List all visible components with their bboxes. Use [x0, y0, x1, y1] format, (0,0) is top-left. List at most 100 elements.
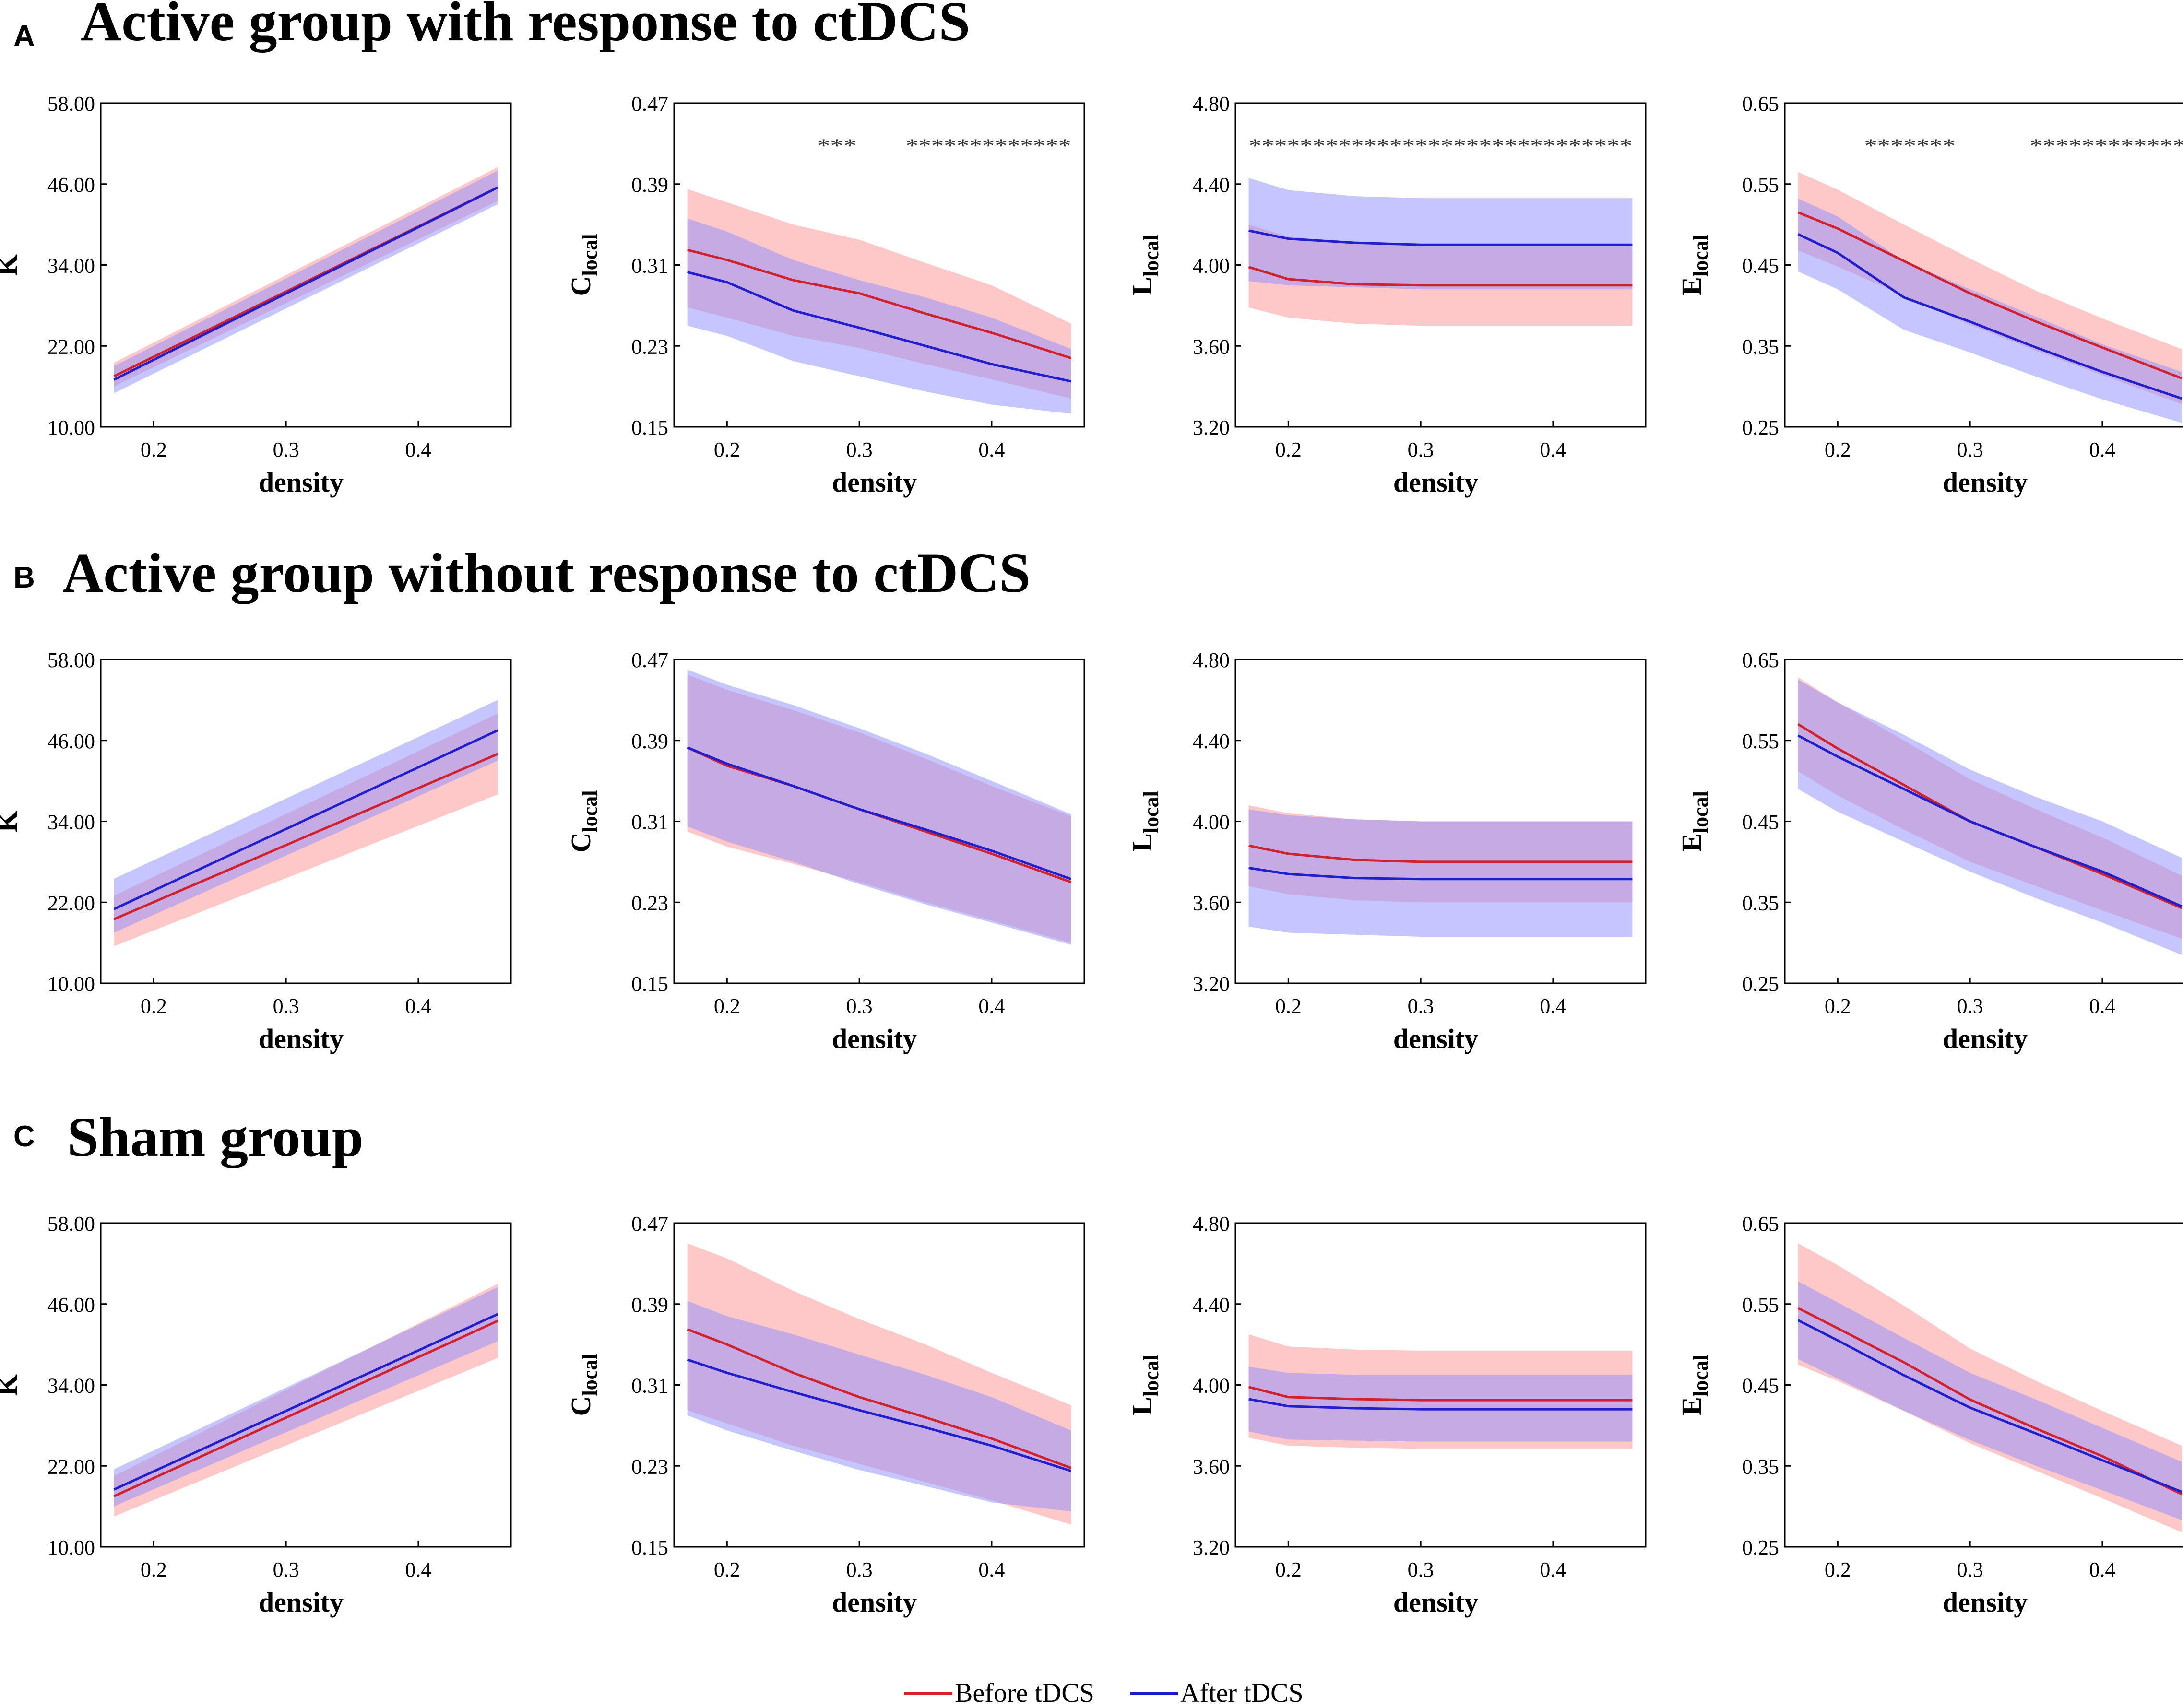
plot-c-k-ylabel-main: K	[0, 1374, 23, 1396]
plot-a-l-local-ytick-label: 4.00	[1193, 254, 1230, 278]
plot-c-e-local-ylabel: Elocal	[1676, 1355, 1712, 1415]
plot-a-k-xtick-label: 0.2	[141, 438, 167, 461]
plot-b-e-local-ytick-label: 0.25	[1742, 972, 1779, 996]
plot-b-c-local-xtick-label: 0.4	[978, 994, 1005, 1018]
plot-c-e-local-xtick-label: 0.4	[2089, 1558, 2115, 1581]
plot-a-l-local-xlabel: density	[1393, 467, 1478, 498]
plot-c-k-after-line	[113, 1313, 498, 1491]
plot-c-c-local-ylabel: Clocal	[565, 1354, 602, 1416]
plot-b-c-local-ytick-label: 0.15	[631, 972, 668, 996]
plot-a-l-local-xtick-label: 0.4	[1540, 438, 1566, 461]
plot-a-e-local-after-line	[1797, 233, 2183, 400]
plot-b-k: 10.00 22.00 34.00 46.00 58.00 0.2 0.3 0.4 densit…	[0, 648, 512, 1054]
plot-b-l-local-ytick-label: 4.00	[1193, 811, 1230, 834]
plot-a-k-xlabel: density	[259, 467, 344, 498]
plot-c-e-local-after-band	[1798, 1281, 2182, 1520]
plot-b-k-xtick-label: 0.3	[273, 994, 299, 1018]
plot-a-k-ytick-label: 22.00	[47, 335, 95, 358]
panel-a-header: A Active group with response to ctDCS	[13, 0, 970, 53]
plot-c-l-local-after-line	[1248, 1398, 1633, 1411]
plot-b-c-local-ytick-label: 0.31	[631, 811, 668, 834]
plot-a-k-xtick-label: 0.4	[405, 438, 431, 461]
plot-b-k-xtick-label: 0.2	[141, 994, 167, 1018]
plot-b-l-local-ylabel-sub: local	[1139, 791, 1163, 833]
plot-c-l-local-ylabel: Llocal	[1127, 1355, 1163, 1415]
plot-b-e-local-ylabel-main: E	[1676, 833, 1707, 852]
plot-a-k-ytick-label: 58.00	[47, 92, 95, 116]
plot-c-l-local-ylabel-sub: local	[1139, 1355, 1163, 1397]
plot-a-c-local-ylabel-main: C	[565, 276, 596, 296]
plot-b-k-ytick-label: 58.00	[47, 648, 95, 672]
plot-c-c-local-ylabel-main: C	[565, 1396, 596, 1416]
plot-c-l-local-before-line	[1248, 1386, 1633, 1402]
plot-c-c-local-ylabel-sub: local	[578, 1354, 602, 1396]
plot-b-c-local: 0.15 0.23 0.31 0.39 0.47 0.2 0.3 0.4 density Cloc…	[565, 648, 1085, 1054]
plot-b-c-local-ylabel-sub: local	[578, 790, 602, 833]
plot-a-k: 10.00 22.00 34.00 46.00 58.00 0.2 0.3 0.4 densit…	[0, 92, 512, 498]
plot-b-e-local-xtick-label: 0.2	[1825, 994, 1851, 1018]
plot-a-c-local-ytick-label: 0.15	[631, 416, 668, 439]
plot-a-c-local-after-band	[687, 218, 1071, 414]
plot-b-e-local-ylabel: Elocal	[1676, 791, 1712, 852]
plot-b-k-ytick-label: 10.00	[47, 972, 95, 996]
plot-a-c-local-significance-stars: *************	[906, 135, 1071, 156]
plot-c-e-local-xtick-label: 0.2	[1825, 1558, 1851, 1581]
plot-b-k-xlabel: density	[259, 1023, 344, 1054]
plot-c-k-xtick-label: 0.2	[141, 1558, 167, 1581]
plot-c-k-ytick-label: 46.00	[47, 1293, 95, 1317]
plot-a-e-local-ytick-label: 0.65	[1742, 92, 1779, 116]
plot-b-l-local-ytick-label: 4.80	[1193, 648, 1230, 672]
plot-b-l-local-ylabel: Llocal	[1127, 791, 1163, 852]
plot-c-c-local-ytick-label: 0.47	[631, 1212, 668, 1236]
plot-a-e-local-ytick-label: 0.35	[1742, 335, 1779, 358]
plot-b-c-local-ytick-label: 0.47	[631, 648, 668, 672]
plot-b-e-local: 0.25 0.35 0.45 0.55 0.65 0.2 0.3 0.4 density Eloc…	[1676, 648, 2183, 1054]
plot-c-c-local-ytick-label: 0.31	[631, 1374, 668, 1398]
plot-b-e-local-ytick-label: 0.65	[1742, 648, 1779, 672]
plot-b-l-local-ylabel-main: L	[1127, 833, 1158, 852]
plot-c-k-ytick-label: 58.00	[47, 1212, 95, 1236]
plot-c-c-local-ytick-label: 0.15	[631, 1536, 668, 1559]
plot-b-e-local-xtick-label: 0.3	[1957, 994, 1983, 1018]
plot-c-e-local-ylabel-sub: local	[1689, 1355, 1712, 1397]
plot-c-l-local-xtick-label: 0.3	[1408, 1558, 1434, 1581]
plot-b-c-local-ytick-label: 0.23	[631, 891, 668, 915]
plot-b-l-local-xlabel: density	[1393, 1023, 1478, 1054]
plot-a-e-local-significance-stars: ************	[2029, 135, 2183, 156]
plot-a-c-local-significance-stars: ***	[817, 135, 857, 156]
plot-b-k-after-line	[113, 729, 498, 910]
plot-c-e-local-ylabel-main: E	[1676, 1397, 1707, 1415]
plot-a-c-local-ytick-label: 0.39	[631, 173, 668, 197]
plot-b-k-ytick-label: 34.00	[47, 811, 95, 834]
plot-a-l-local-before-line	[1248, 266, 1633, 287]
plot-a-c-local-ytick-label: 0.31	[631, 254, 668, 278]
plot-b-e-local-ytick-label: 0.55	[1742, 730, 1779, 753]
plot-a-e-local-ytick-label: 0.45	[1742, 254, 1779, 278]
plot-c-k: 10.00 22.00 34.00 46.00 58.00 0.2 0.3 0.4 densit…	[0, 1212, 512, 1618]
plot-b-l-local-ytick-label: 3.20	[1193, 972, 1230, 996]
plot-c-l-local-ytick-label: 4.80	[1193, 1212, 1230, 1236]
plot-a-e-local: 0.25 0.35 0.45 0.55 0.65 0.2 0.3 0.4 density Eloc…	[1676, 92, 2183, 498]
plot-a-l-local-xtick-label: 0.3	[1408, 438, 1434, 461]
plot-c-c-local-xtick-label: 0.4	[978, 1558, 1005, 1581]
plot-a-c-local-ylabel: Clocal	[565, 234, 602, 296]
plot-a-l-local: 3.20 3.60 4.00 4.40 4.80 0.2 0.3 0.4 density Lloc…	[1127, 92, 1647, 498]
plot-a-l-local-ytick-label: 4.80	[1193, 92, 1230, 116]
plot-c-k-ytick-label: 22.00	[47, 1455, 95, 1478]
plot-a-e-local-ylabel: Elocal	[1676, 235, 1712, 295]
plot-c-l-local-ytick-label: 3.60	[1193, 1455, 1230, 1478]
plot-c-e-local-ytick-label: 0.25	[1742, 1536, 1779, 1559]
plot-a-l-local-after-line	[1248, 229, 1633, 246]
plot-a-l-local-ylabel-sub: local	[1139, 235, 1163, 277]
plot-b-k-before-line	[113, 753, 498, 920]
plot-b-c-local-ytick-label: 0.39	[631, 730, 668, 753]
plot-a-e-local-significance-stars: *******	[1864, 135, 1955, 156]
plot-a-e-local-xtick-label: 0.3	[1957, 438, 1983, 461]
plot-b-c-local-ylabel-main: C	[565, 833, 596, 853]
legend-after-label: After tDCS	[1180, 1678, 1304, 1708]
plot-a-k-ytick-label: 34.00	[47, 254, 95, 278]
plot-b-c-local-ylabel: Clocal	[565, 790, 602, 853]
plot-c-l-local-xtick-label: 0.4	[1540, 1558, 1566, 1581]
plot-c-k-xtick-label: 0.3	[273, 1558, 299, 1581]
